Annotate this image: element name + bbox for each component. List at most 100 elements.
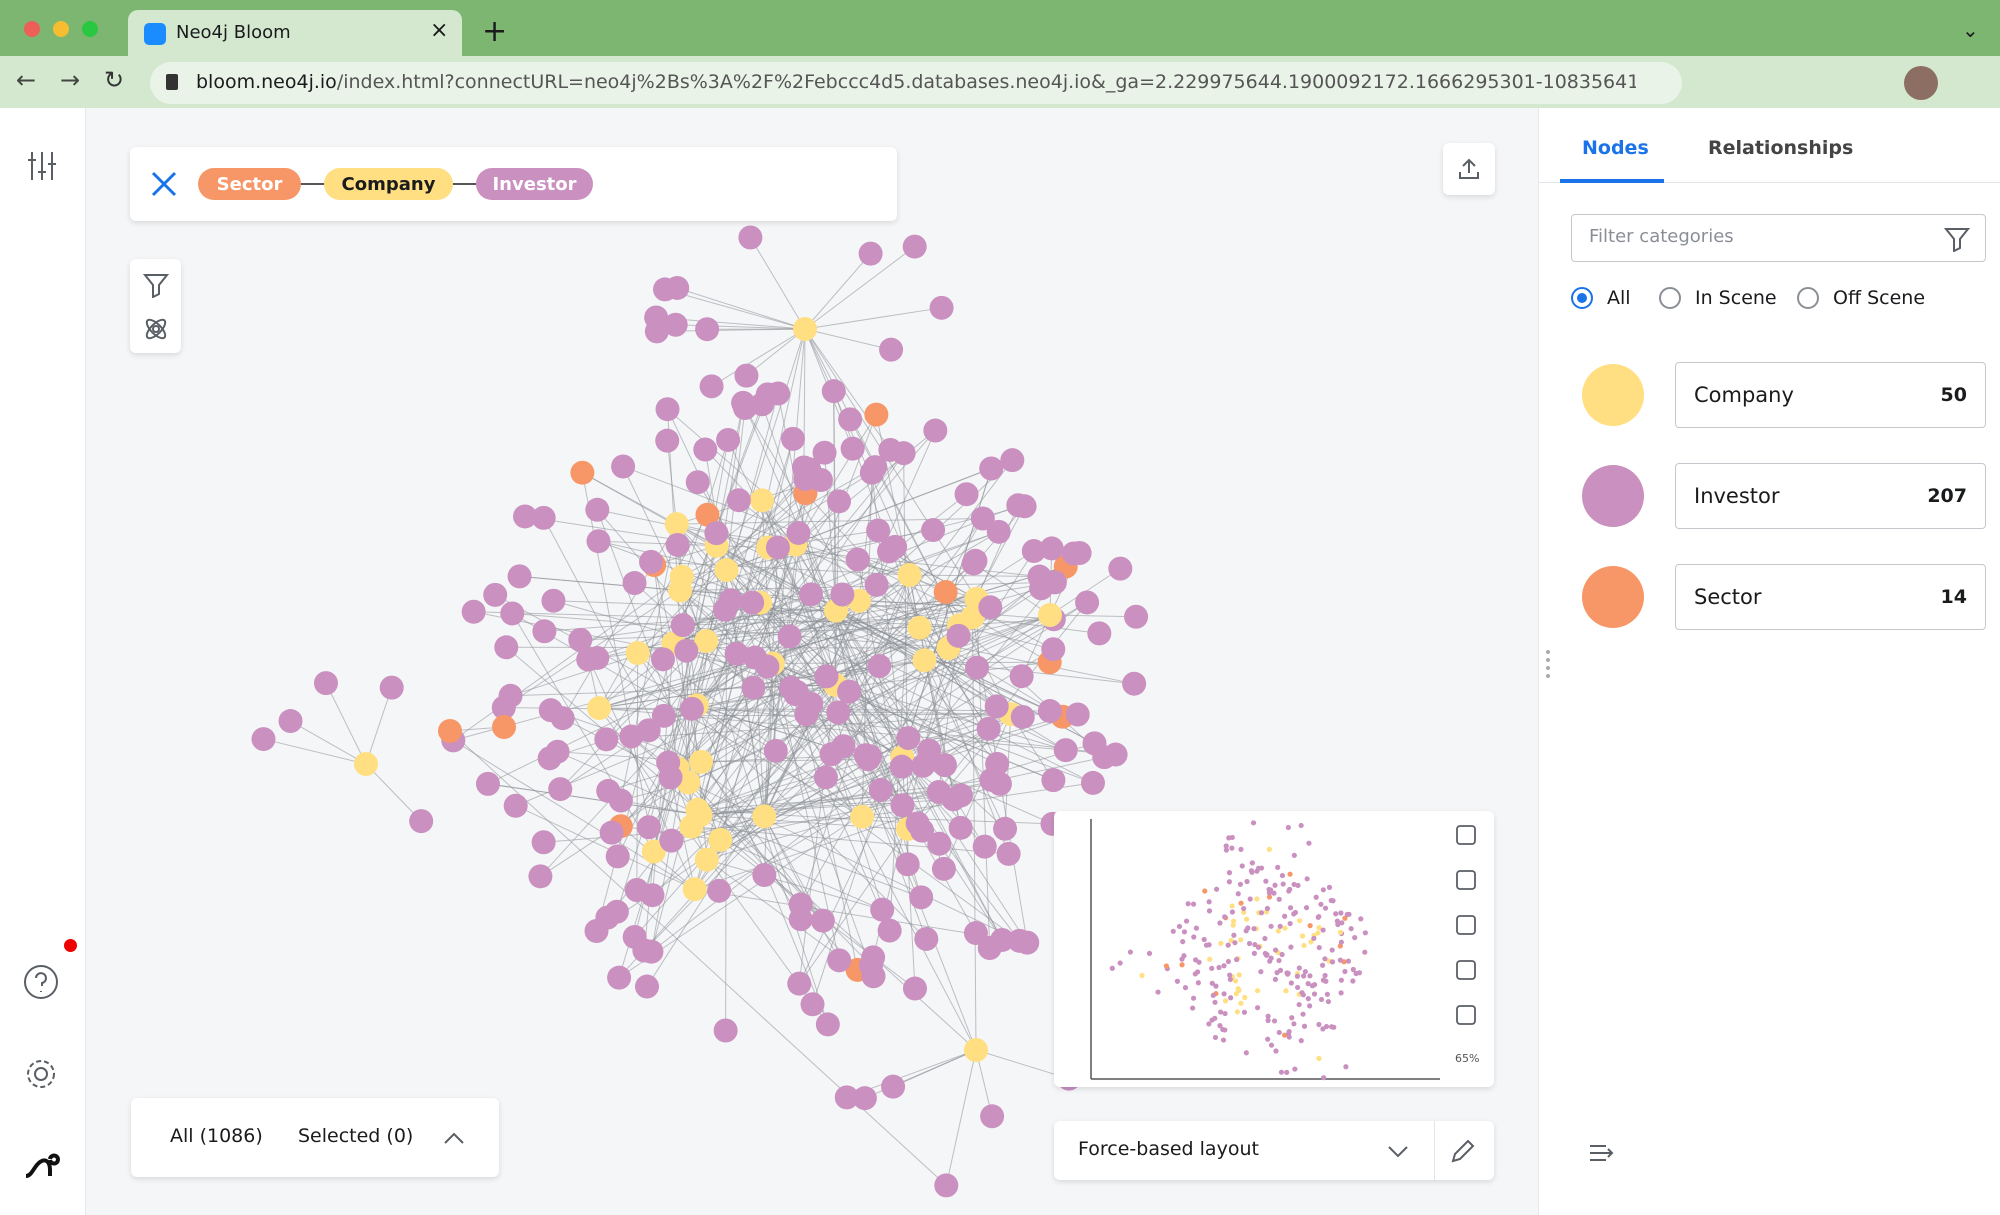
graph-node xyxy=(976,716,1001,741)
radio-button[interactable] xyxy=(1659,287,1681,309)
forward[interactable]: → xyxy=(60,66,81,94)
scene-option[interactable]: In Scene xyxy=(1659,287,1777,309)
all-count[interactable]: All (1086) xyxy=(170,1125,263,1147)
pattern-node[interactable]: Company xyxy=(324,168,453,200)
minimap-node xyxy=(1213,983,1219,989)
graph-edge xyxy=(663,544,796,717)
graph-canvas[interactable] xyxy=(86,108,1538,1215)
zoom-in[interactable] xyxy=(1456,960,1476,980)
filter-icon[interactable] xyxy=(1944,226,1970,252)
minimap-view[interactable] xyxy=(1054,811,1494,1087)
zoom-out[interactable] xyxy=(1456,1005,1476,1025)
settings[interactable] xyxy=(23,1056,59,1092)
pattern-node[interactable]: Sector xyxy=(198,168,301,200)
minimap-node xyxy=(1279,951,1285,958)
graph-node xyxy=(707,878,732,903)
graph-node xyxy=(787,971,812,996)
minimap-node xyxy=(1221,963,1227,969)
graph-node xyxy=(837,679,862,704)
category-color[interactable] xyxy=(1582,364,1644,426)
category-row[interactable]: Investor 207 xyxy=(1675,463,1986,529)
address-bar[interactable]: bloom.neo4j.io/index.html?connectURL=neo… xyxy=(150,62,1682,104)
graph-node xyxy=(765,535,790,560)
selected-count[interactable]: Selected (0) xyxy=(298,1125,414,1147)
minimap-node xyxy=(1266,886,1272,893)
minimap-node xyxy=(1338,977,1344,983)
minimap-node xyxy=(1238,1000,1244,1006)
radio-button[interactable] xyxy=(1571,287,1593,309)
close-window[interactable] xyxy=(24,21,40,37)
filter-tool[interactable] xyxy=(143,272,169,298)
graph-node xyxy=(984,694,1009,719)
fit[interactable] xyxy=(1456,915,1476,935)
minimap-node xyxy=(1328,897,1334,904)
minimap-node xyxy=(1362,930,1368,936)
present[interactable] xyxy=(1456,870,1476,890)
minimap-node xyxy=(1255,865,1262,871)
minimize-window[interactable] xyxy=(53,21,69,37)
minimap-node xyxy=(1223,843,1229,849)
filter-input[interactable] xyxy=(1571,214,1986,262)
graph-node xyxy=(605,844,630,869)
tab-close[interactable]: × xyxy=(430,18,449,43)
reload[interactable]: ↻ xyxy=(104,66,125,94)
graph-node xyxy=(607,965,632,990)
graph-edge xyxy=(798,684,836,984)
layout-dropdown[interactable] xyxy=(1386,1140,1410,1162)
graph-node xyxy=(1122,671,1147,696)
settings-sliders[interactable] xyxy=(26,150,58,182)
graph-node xyxy=(933,580,958,605)
expand-results[interactable] xyxy=(442,1128,466,1148)
minimap-node xyxy=(1272,882,1278,888)
resize-handle[interactable] xyxy=(1546,650,1550,678)
radio-button[interactable] xyxy=(1797,287,1819,309)
graph-edge xyxy=(798,828,909,984)
tab-relationships[interactable]: Relationships xyxy=(1708,137,1854,159)
category-color[interactable] xyxy=(1582,465,1644,527)
clear-search[interactable] xyxy=(150,170,178,198)
graph-node xyxy=(689,749,714,774)
maximize-window[interactable] xyxy=(82,21,98,37)
tab-menu[interactable]: ⌄ xyxy=(1962,18,1979,42)
minimap-node xyxy=(1241,1009,1248,1015)
minimap-node xyxy=(1217,1023,1223,1029)
map[interactable] xyxy=(1456,825,1476,845)
scene-option[interactable]: All xyxy=(1571,287,1631,309)
minimap-node xyxy=(1291,852,1297,858)
help[interactable] xyxy=(23,964,59,1000)
graph-edge xyxy=(553,600,837,612)
graph-node xyxy=(483,582,508,607)
minimap-node xyxy=(1325,998,1332,1005)
layout-select[interactable] xyxy=(1054,1121,1494,1180)
graph-node xyxy=(461,599,486,624)
minimap-node xyxy=(1301,942,1307,949)
category-row[interactable]: Sector 14 xyxy=(1675,564,1986,630)
minimap-node xyxy=(1322,956,1328,962)
category-color[interactable] xyxy=(1582,566,1644,628)
graph-node xyxy=(726,488,751,513)
graph-node xyxy=(917,738,942,763)
back[interactable]: ← xyxy=(16,66,37,94)
minimap-node xyxy=(1222,998,1229,1004)
edit-layout[interactable] xyxy=(1450,1138,1476,1164)
minimap-node xyxy=(1339,920,1345,926)
scene-option[interactable]: Off Scene xyxy=(1797,287,1925,309)
tab-nodes[interactable]: Nodes xyxy=(1582,137,1649,159)
graph-edge xyxy=(544,598,977,632)
graph-node xyxy=(570,460,595,485)
category-row[interactable]: Company 50 xyxy=(1675,362,1986,428)
radio-label: All xyxy=(1607,287,1631,309)
graph-node xyxy=(1000,448,1025,473)
graph-edge xyxy=(515,805,695,890)
rule-tool[interactable] xyxy=(143,316,169,342)
new-tab[interactable]: + xyxy=(482,14,508,49)
minimap-node xyxy=(1298,822,1304,829)
minimap-node xyxy=(1239,863,1245,869)
pattern-node[interactable]: Investor xyxy=(476,168,593,200)
minimap-node xyxy=(1139,972,1145,979)
graph-node xyxy=(694,629,719,654)
tab[interactable]: Neo4j Bloom × xyxy=(128,10,462,56)
minimap-node xyxy=(1179,956,1185,962)
profile[interactable] xyxy=(1904,66,1938,100)
collapse-panel[interactable] xyxy=(1588,1142,1614,1164)
